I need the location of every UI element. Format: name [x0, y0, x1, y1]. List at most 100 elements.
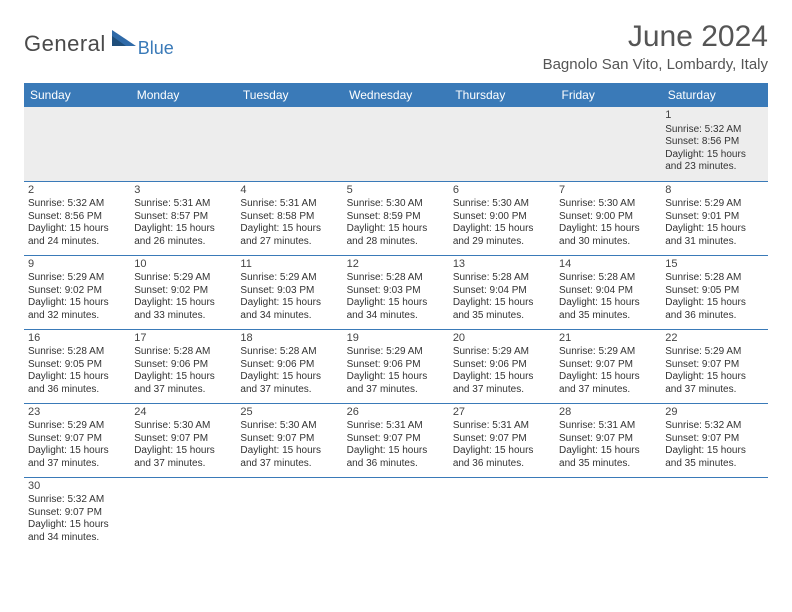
sunrise-line: Sunrise: 5:30 AM	[240, 420, 338, 433]
sunset-line: Sunset: 9:07 PM	[559, 433, 657, 446]
calendar-week-row: 23Sunrise: 5:29 AMSunset: 9:07 PMDayligh…	[24, 403, 768, 477]
sunset-line: Sunset: 9:02 PM	[134, 285, 232, 298]
day-number: 9	[28, 258, 126, 272]
calendar-day-cell: 29Sunrise: 5:32 AMSunset: 9:07 PMDayligh…	[661, 403, 767, 477]
calendar-day-cell: 21Sunrise: 5:29 AMSunset: 9:07 PMDayligh…	[555, 329, 661, 403]
day-number: 14	[559, 258, 657, 272]
sunrise-line: Sunrise: 5:29 AM	[134, 272, 232, 285]
day-number: 5	[347, 184, 445, 198]
sunset-line: Sunset: 9:07 PM	[559, 359, 657, 372]
calendar-day-cell	[449, 107, 555, 181]
sunset-line: Sunset: 9:06 PM	[453, 359, 551, 372]
sunset-line: Sunset: 9:07 PM	[134, 433, 232, 446]
sunset-line: Sunset: 8:56 PM	[665, 136, 763, 149]
day-number: 29	[665, 406, 763, 420]
calendar-day-cell	[236, 107, 342, 181]
daylight-line: Daylight: 15 hours and 30 minutes.	[559, 223, 657, 248]
day-number: 15	[665, 258, 763, 272]
daylight-line: Daylight: 15 hours and 37 minutes.	[134, 445, 232, 470]
sunset-line: Sunset: 9:07 PM	[665, 433, 763, 446]
calendar-day-cell: 20Sunrise: 5:29 AMSunset: 9:06 PMDayligh…	[449, 329, 555, 403]
calendar-day-cell: 18Sunrise: 5:28 AMSunset: 9:06 PMDayligh…	[236, 329, 342, 403]
day-number: 13	[453, 258, 551, 272]
calendar-day-cell	[555, 477, 661, 551]
daylight-line: Daylight: 15 hours and 36 minutes.	[453, 445, 551, 470]
sunset-line: Sunset: 9:07 PM	[28, 433, 126, 446]
sunset-line: Sunset: 9:01 PM	[665, 211, 763, 224]
calendar-day-cell: 8Sunrise: 5:29 AMSunset: 9:01 PMDaylight…	[661, 181, 767, 255]
calendar-day-cell: 23Sunrise: 5:29 AMSunset: 9:07 PMDayligh…	[24, 403, 130, 477]
title-block: June 2024 Bagnolo San Vito, Lombardy, It…	[543, 20, 768, 73]
sunrise-line: Sunrise: 5:31 AM	[240, 198, 338, 211]
day-number: 10	[134, 258, 232, 272]
calendar-day-cell: 2Sunrise: 5:32 AMSunset: 8:56 PMDaylight…	[24, 181, 130, 255]
daylight-line: Daylight: 15 hours and 36 minutes.	[347, 445, 445, 470]
daylight-line: Daylight: 15 hours and 34 minutes.	[240, 297, 338, 322]
daylight-line: Daylight: 15 hours and 37 minutes.	[347, 371, 445, 396]
sunset-line: Sunset: 9:05 PM	[665, 285, 763, 298]
calendar-day-cell: 3Sunrise: 5:31 AMSunset: 8:57 PMDaylight…	[130, 181, 236, 255]
sunrise-line: Sunrise: 5:31 AM	[134, 198, 232, 211]
daylight-line: Daylight: 15 hours and 37 minutes.	[665, 371, 763, 396]
calendar-day-cell: 6Sunrise: 5:30 AMSunset: 9:00 PMDaylight…	[449, 181, 555, 255]
daylight-line: Daylight: 15 hours and 37 minutes.	[559, 371, 657, 396]
weekday-header: Thursday	[449, 83, 555, 107]
day-number: 30	[28, 480, 126, 494]
daylight-line: Daylight: 15 hours and 31 minutes.	[665, 223, 763, 248]
day-number: 28	[559, 406, 657, 420]
calendar-day-cell: 1Sunrise: 5:32 AMSunset: 8:56 PMDaylight…	[661, 107, 767, 181]
day-number: 6	[453, 184, 551, 198]
logo-sub-text: Blue	[138, 38, 174, 59]
sunset-line: Sunset: 9:04 PM	[453, 285, 551, 298]
sunset-line: Sunset: 9:07 PM	[665, 359, 763, 372]
calendar-day-cell: 24Sunrise: 5:30 AMSunset: 9:07 PMDayligh…	[130, 403, 236, 477]
sunrise-line: Sunrise: 5:29 AM	[453, 346, 551, 359]
sunrise-line: Sunrise: 5:29 AM	[559, 346, 657, 359]
logo: General Blue	[24, 28, 174, 59]
calendar-day-cell: 12Sunrise: 5:28 AMSunset: 9:03 PMDayligh…	[343, 255, 449, 329]
weekday-header: Wednesday	[343, 83, 449, 107]
calendar-body: 1Sunrise: 5:32 AMSunset: 8:56 PMDaylight…	[24, 107, 768, 551]
day-number: 12	[347, 258, 445, 272]
sunset-line: Sunset: 8:59 PM	[347, 211, 445, 224]
day-number: 26	[347, 406, 445, 420]
sunrise-line: Sunrise: 5:31 AM	[453, 420, 551, 433]
daylight-line: Daylight: 15 hours and 37 minutes.	[240, 371, 338, 396]
calendar-table: Sunday Monday Tuesday Wednesday Thursday…	[24, 83, 768, 551]
sunrise-line: Sunrise: 5:30 AM	[559, 198, 657, 211]
calendar-day-cell: 14Sunrise: 5:28 AMSunset: 9:04 PMDayligh…	[555, 255, 661, 329]
calendar-day-cell: 26Sunrise: 5:31 AMSunset: 9:07 PMDayligh…	[343, 403, 449, 477]
sunrise-line: Sunrise: 5:32 AM	[665, 420, 763, 433]
daylight-line: Daylight: 15 hours and 34 minutes.	[28, 519, 126, 544]
sunrise-line: Sunrise: 5:29 AM	[28, 272, 126, 285]
daylight-line: Daylight: 15 hours and 37 minutes.	[28, 445, 126, 470]
sunset-line: Sunset: 9:00 PM	[453, 211, 551, 224]
header: General Blue June 2024 Bagnolo San Vito,…	[24, 20, 768, 73]
calendar-week-row: 9Sunrise: 5:29 AMSunset: 9:02 PMDaylight…	[24, 255, 768, 329]
calendar-week-row: 30Sunrise: 5:32 AMSunset: 9:07 PMDayligh…	[24, 477, 768, 551]
day-number: 20	[453, 332, 551, 346]
sunrise-line: Sunrise: 5:29 AM	[240, 272, 338, 285]
sunset-line: Sunset: 9:06 PM	[347, 359, 445, 372]
daylight-line: Daylight: 15 hours and 37 minutes.	[240, 445, 338, 470]
day-number: 24	[134, 406, 232, 420]
sunrise-line: Sunrise: 5:30 AM	[347, 198, 445, 211]
calendar-week-row: 1Sunrise: 5:32 AMSunset: 8:56 PMDaylight…	[24, 107, 768, 181]
day-number: 8	[665, 184, 763, 198]
day-number: 7	[559, 184, 657, 198]
calendar-day-cell: 10Sunrise: 5:29 AMSunset: 9:02 PMDayligh…	[130, 255, 236, 329]
sunrise-line: Sunrise: 5:32 AM	[28, 494, 126, 507]
daylight-line: Daylight: 15 hours and 37 minutes.	[453, 371, 551, 396]
daylight-line: Daylight: 15 hours and 32 minutes.	[28, 297, 126, 322]
calendar-day-cell: 17Sunrise: 5:28 AMSunset: 9:06 PMDayligh…	[130, 329, 236, 403]
sunset-line: Sunset: 8:57 PM	[134, 211, 232, 224]
sunrise-line: Sunrise: 5:29 AM	[347, 346, 445, 359]
weekday-header: Sunday	[24, 83, 130, 107]
calendar-day-cell: 7Sunrise: 5:30 AMSunset: 9:00 PMDaylight…	[555, 181, 661, 255]
sunset-line: Sunset: 9:07 PM	[347, 433, 445, 446]
calendar-day-cell	[449, 477, 555, 551]
weekday-header: Saturday	[661, 83, 767, 107]
sunrise-line: Sunrise: 5:29 AM	[28, 420, 126, 433]
sunset-line: Sunset: 9:00 PM	[559, 211, 657, 224]
daylight-line: Daylight: 15 hours and 34 minutes.	[347, 297, 445, 322]
